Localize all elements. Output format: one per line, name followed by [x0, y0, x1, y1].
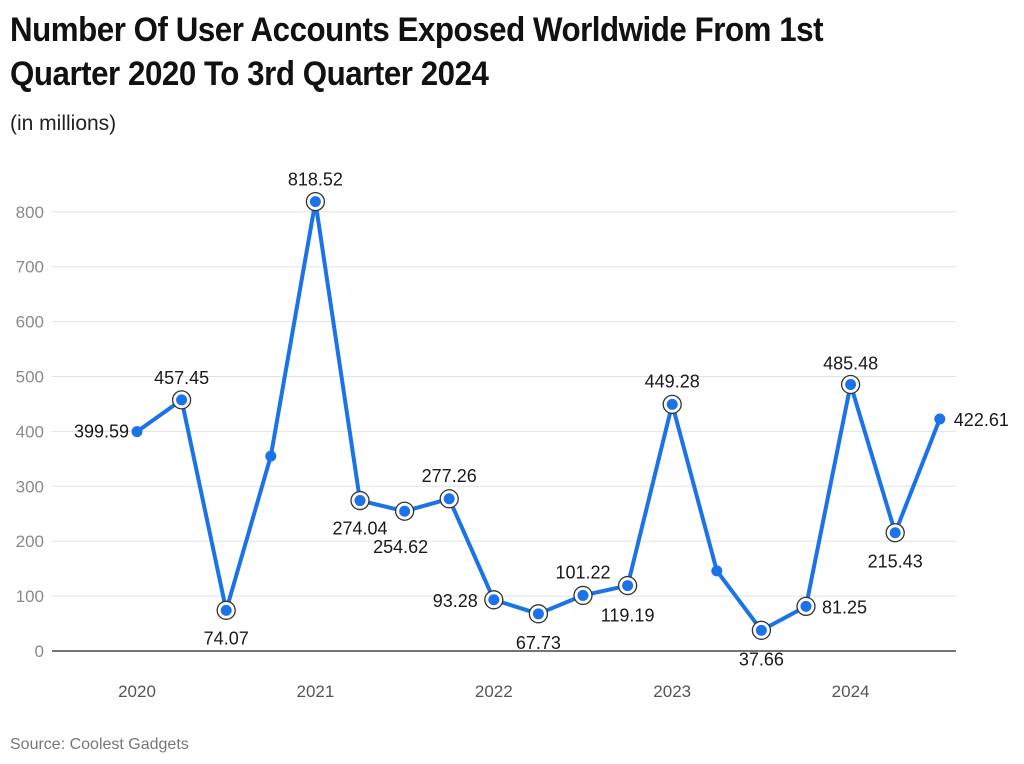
data-label: 93.28: [433, 591, 478, 611]
y-tick-label: 500: [16, 368, 44, 387]
data-label: 74.07: [204, 628, 249, 648]
data-point: [488, 594, 500, 606]
data-label: 254.62: [373, 537, 428, 557]
data-label: 67.73: [516, 633, 561, 653]
chart-title: Number Of User Accounts Exposed Worldwid…: [10, 11, 824, 93]
data-label: 457.45: [154, 368, 209, 388]
y-tick-label: 300: [16, 477, 44, 496]
data-point: [577, 589, 589, 601]
data-label: 119.19: [601, 606, 655, 626]
data-label: 818.52: [288, 170, 343, 190]
chart-subtitle: (in millions): [10, 112, 117, 135]
data-point: [666, 398, 678, 410]
data-point: [711, 565, 723, 577]
x-tick-label: 2023: [653, 682, 691, 701]
x-tick-label: 2024: [832, 682, 870, 701]
data-point: [176, 394, 188, 406]
y-tick-label: 100: [16, 587, 44, 606]
x-tick-label: 2020: [118, 682, 156, 701]
grid-lines: [52, 211, 956, 597]
y-tick-label: 800: [16, 203, 44, 222]
y-axis-ticks: 0 100 200 300 400 500 600 700 800: [16, 203, 44, 661]
x-axis-ticks: 2020 2021 2022 2023 2024: [118, 682, 869, 701]
data-point: [934, 413, 946, 425]
data-point: [399, 505, 411, 517]
x-tick-label: 2021: [296, 682, 334, 701]
x-tick-label: 2022: [475, 682, 513, 701]
data-point: [532, 608, 544, 620]
y-tick-label: 700: [16, 258, 44, 277]
data-point: [309, 196, 321, 208]
data-point: [845, 378, 857, 390]
y-tick-label: 0: [35, 642, 44, 661]
data-point: [800, 600, 812, 612]
data-point: [265, 450, 277, 462]
data-point: [889, 527, 901, 539]
data-label: 277.26: [422, 466, 477, 486]
data-label: 485.48: [823, 353, 878, 373]
y-tick-label: 600: [16, 313, 44, 332]
data-point: [622, 580, 634, 592]
data-label: 101.22: [555, 562, 610, 582]
series-line: [135, 199, 942, 633]
data-label: 274.04: [332, 519, 387, 539]
data-label: 37.66: [739, 649, 784, 669]
y-tick-label: 200: [16, 532, 44, 551]
data-point: [755, 624, 767, 636]
y-tick-label: 400: [16, 422, 44, 441]
data-label: 399.59: [74, 422, 129, 442]
data-label: 449.28: [645, 371, 700, 391]
data-point: [220, 604, 232, 616]
data-point: [354, 495, 366, 507]
data-label: 215.43: [868, 552, 923, 572]
data-point: [443, 493, 455, 505]
data-point: [131, 426, 143, 438]
data-label: 422.61: [954, 410, 1009, 430]
data-label: 81.25: [822, 597, 867, 617]
source-note: Source: Coolest Gadgets: [10, 736, 189, 753]
data-points: [131, 191, 946, 640]
